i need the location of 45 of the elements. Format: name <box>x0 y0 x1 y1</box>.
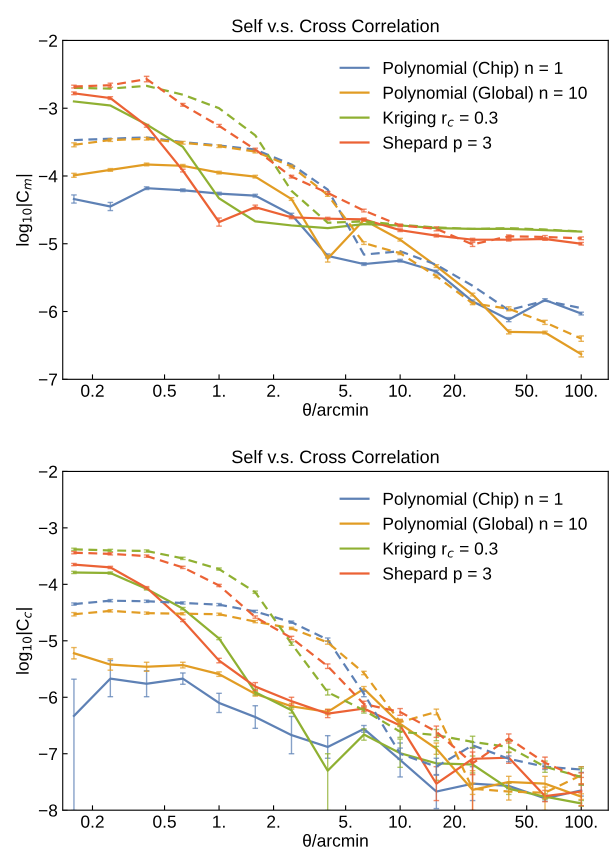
legend-label: Shepard p = 3 <box>383 566 492 584</box>
y-tick-label: −5 <box>38 238 58 250</box>
y-tick-label: −3 <box>38 102 58 115</box>
legend-label: Shepard p = 3 <box>383 136 492 152</box>
x-tick-label: 1. <box>213 816 225 828</box>
x-tick-label: 20. <box>443 816 466 828</box>
y-tick-label: −4 <box>38 578 58 591</box>
x-tick-label: 0.5 <box>153 816 176 828</box>
x-tick-label: 50. <box>515 816 538 828</box>
x-tick-label: 5. <box>339 816 352 828</box>
x-tick-label: 5. <box>339 384 352 397</box>
x-tick-label: 100. <box>566 816 597 828</box>
y-tick-label: −7 <box>38 748 57 760</box>
y-tick-label: −5 <box>38 635 58 648</box>
y-axis-title: log$_{10}$|C$_{c}$| <box>16 608 32 674</box>
chart-title: Self v.s. Cross Correlation <box>232 450 439 464</box>
y-axis-title: log$_{10}$|C$_{m}$| <box>16 174 32 246</box>
y-tick-label: −6 <box>38 691 58 704</box>
x-axis-title: θ/arcmin <box>303 834 368 847</box>
x-tick-label: 10. <box>389 384 411 397</box>
x-tick-label: 100. <box>566 384 597 397</box>
x-tick-label: 50. <box>515 384 538 397</box>
y-tick-label: −8 <box>38 804 58 817</box>
x-tick-label: 10. <box>389 816 411 828</box>
y-tick-label: −6 <box>38 306 58 318</box>
y-tick-label: −3 <box>38 522 58 534</box>
chart-title: Self v.s. Cross Correlation <box>232 19 439 32</box>
legend-label: Polynomial (Global) n = 10 <box>384 517 587 534</box>
y-tick-label: −4 <box>38 170 58 182</box>
y-tick-label: −2 <box>38 466 57 478</box>
x-tick-label: 0.5 <box>153 384 176 397</box>
x-tick-label: 2. <box>267 384 280 397</box>
legend-label: Kriging r$_{c}$ = 0.3 <box>384 111 498 128</box>
x-tick-label: 1. <box>213 384 225 397</box>
legend-label: Polynomial (Chip) n = 1 <box>384 492 562 508</box>
x-tick-label: 0.2 <box>81 816 104 828</box>
legend-label: Kriging r$_{c}$ = 0.3 <box>384 542 498 558</box>
x-tick-label: 20. <box>443 384 466 397</box>
x-tick-label: 2. <box>267 816 280 828</box>
y-tick-label: −7 <box>38 374 57 386</box>
legend-label: Polynomial (Chip) n = 1 <box>384 61 562 78</box>
legend-label: Polynomial (Global) n = 10 <box>384 86 587 102</box>
y-tick-label: −2 <box>38 34 57 47</box>
x-axis-title: θ/arcmin <box>303 403 368 416</box>
x-tick-label: 0.2 <box>81 384 104 397</box>
